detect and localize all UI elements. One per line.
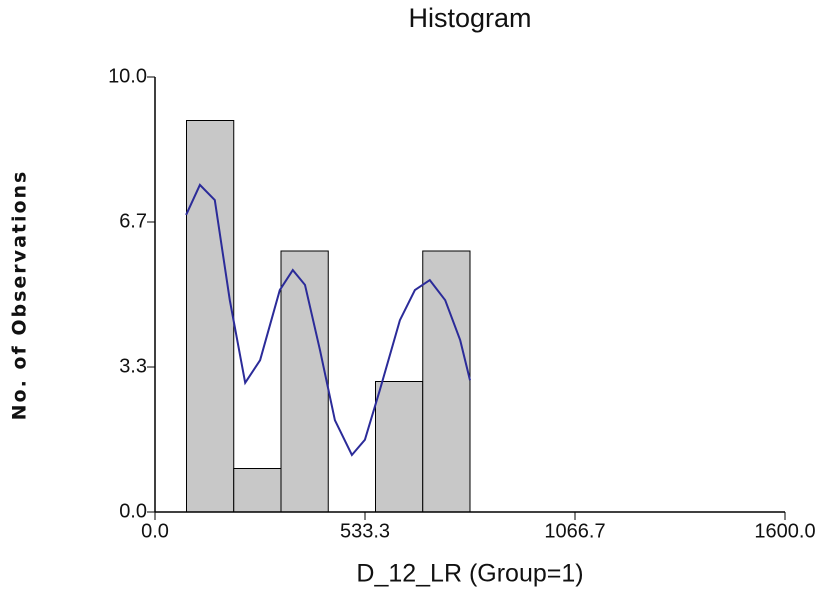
x-tick-label: 1600.0: [754, 520, 815, 542]
y-axis-label: No. of Observations: [9, 170, 31, 421]
bar: [375, 381, 424, 513]
chart-title: Histogram: [408, 3, 531, 33]
y-tick-label: 10.0: [108, 65, 147, 87]
x-tick-label: 1066.7: [544, 520, 605, 542]
x-tick-label: 533.3: [340, 520, 390, 542]
bar: [422, 250, 471, 513]
density-curve: [185, 183, 471, 457]
bar: [233, 468, 282, 513]
x-tick-label: 0.0: [141, 520, 169, 542]
y-tick-label: 0.0: [119, 500, 147, 522]
y-tick-label: 6.7: [119, 210, 147, 232]
x-axis-label: D_12_LR (Group=1): [356, 560, 583, 588]
bar: [280, 250, 329, 513]
bar: [186, 120, 235, 513]
y-tick-label: 3.3: [119, 355, 147, 377]
